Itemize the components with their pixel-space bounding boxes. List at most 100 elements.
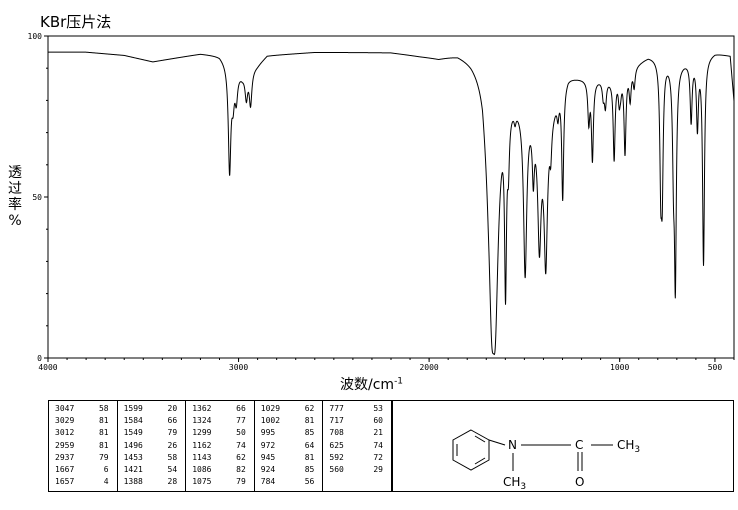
peak-table-row: 592 72 (323, 452, 391, 464)
peak-wavenumber: 3047 (55, 404, 75, 413)
peak-table-row: 1143 62 (186, 452, 254, 464)
peak-wavenumber: 1362 (192, 404, 212, 413)
peak-wavenumber: 1075 (192, 477, 212, 487)
peak-transmittance: 29 (373, 465, 383, 475)
peak-table-column: 1599 20 1584 66 1549 79 1496 26 1453 58 1421 54 1388… (118, 401, 187, 491)
peak-transmittance: 50 (236, 428, 246, 438)
x-tick-label: 2000 (419, 363, 438, 372)
peak-wavenumber: 1667 (55, 465, 75, 475)
peak-transmittance: 81 (304, 452, 315, 462)
peak-wavenumber: 1657 (55, 477, 75, 487)
atom-ch3-bottom: CH3 (503, 475, 526, 491)
peak-table-row: 1496 26 (118, 440, 186, 452)
peak-transmittance: 6 (103, 465, 109, 475)
peak-table-row: 1362 66 (186, 403, 254, 415)
peak-table-row: 784 56 (255, 476, 323, 488)
x-tick-label: 1000 (610, 363, 629, 372)
peak-transmittance: 66 (236, 404, 246, 413)
peak-table-row: 2937 79 (49, 452, 117, 464)
peak-table-row: 945 81 (255, 452, 323, 464)
atom-ch3-right: CH3 (617, 438, 640, 455)
peak-transmittance: 20 (167, 404, 178, 413)
peak-transmittance: 72 (373, 452, 383, 462)
atom-o: O (575, 475, 584, 489)
peak-table-row: 1453 58 (118, 452, 186, 464)
peak-wavenumber: 1549 (123, 428, 143, 438)
peak-wavenumber: 924 (260, 465, 276, 475)
peak-transmittance: 79 (98, 452, 109, 462)
peak-table-column: 1362 66 1324 77 1299 50 1162 74 1143 62 1086 82 1075… (186, 401, 255, 491)
y-tick-label: 100 (28, 32, 43, 41)
peak-table-row: 1002 81 (255, 415, 323, 427)
x-tick-label: 3000 (229, 363, 248, 372)
y-axis-title-char: 过 (8, 181, 22, 197)
peak-transmittance: 62 (236, 452, 246, 462)
y-tick-label: 0 (37, 354, 42, 363)
spectrum-line (48, 51, 735, 356)
y-axis-title-char: 率 (8, 197, 22, 213)
x-tick-label: 500 (708, 363, 723, 372)
peak-table-row: 1599 20 (118, 403, 186, 415)
peak-wavenumber: 2937 (55, 452, 75, 462)
structure-diagram: N C CH3 CH3 O (452, 429, 640, 492)
y-axis-title: 透 过 率 % (4, 165, 26, 229)
peak-wavenumber: 972 (260, 440, 276, 450)
structure-box: N C CH3 CH3 O (392, 400, 734, 492)
peak-transmittance: 81 (304, 416, 315, 426)
peak-transmittance: 81 (98, 428, 109, 438)
peak-transmittance: 85 (304, 465, 315, 475)
peak-wavenumber: 717 (329, 416, 344, 426)
peak-transmittance: 58 (167, 452, 178, 462)
peak-table-column: 1029 62 1002 81 995 85 972 64 945 81 924 85 784 56 (255, 401, 324, 491)
y-axis-title-char: 透 (8, 165, 22, 181)
peak-wavenumber: 1299 (192, 428, 212, 438)
peak-wavenumber: 1086 (192, 465, 212, 475)
peak-wavenumber: 625 (329, 440, 344, 450)
peak-transmittance: 21 (373, 428, 383, 438)
peak-table-column: 3047 58 3029 81 3012 81 2959 81 2937 79 1667 6 1657 4 (49, 401, 118, 491)
peak-transmittance: 66 (167, 416, 178, 426)
peak-wavenumber: 1496 (123, 440, 143, 450)
peak-wavenumber: 1029 (260, 404, 281, 413)
x-axis-title-text: 波数/cm (340, 377, 395, 393)
peak-wavenumber: 1002 (260, 416, 281, 426)
y-tick-label: 50 (32, 193, 42, 202)
peak-wavenumber: 1162 (192, 440, 212, 450)
peak-table-row: 1584 66 (118, 415, 186, 427)
peak-table-row: 972 64 (255, 440, 323, 452)
ir-spectrum-chart: 4000 3000 2000 1000 500 0 50 100 (28, 32, 735, 372)
peak-table-row: 1029 62 (255, 403, 323, 415)
page-title: KBr压片法 (40, 13, 112, 31)
peak-table-row: 1075 79 (186, 476, 254, 488)
peak-table-row: 625 74 (323, 440, 391, 452)
peak-transmittance: 79 (167, 428, 178, 438)
peak-table: 3047 58 3029 81 3012 81 2959 81 2937 79 1667 6 1657 4… (48, 400, 392, 492)
peak-table-row: 560 29 (323, 464, 391, 476)
plot-frame (47, 35, 735, 359)
axis-tick-labels: 4000 3000 2000 1000 500 0 50 100 (28, 32, 723, 372)
peak-table-column: 777 53 717 60 708 21 625 74 592 72 560 29 (323, 401, 392, 491)
x-tick-label: 4000 (38, 363, 57, 372)
peak-table-row: 1086 82 (186, 464, 254, 476)
y-axis-unit: % (8, 213, 22, 229)
peak-transmittance: 74 (373, 440, 383, 450)
bond-ring-n (488, 439, 506, 446)
peak-transmittance: 79 (236, 477, 246, 487)
peak-wavenumber: 592 (329, 452, 344, 462)
peak-wavenumber: 1421 (123, 465, 143, 475)
peak-transmittance: 4 (103, 477, 109, 487)
peak-transmittance: 53 (373, 404, 383, 413)
peak-wavenumber: 1324 (192, 416, 212, 426)
peak-transmittance: 54 (167, 465, 178, 475)
axis-ticks (44, 35, 735, 362)
peak-wavenumber: 1584 (123, 416, 143, 426)
peak-wavenumber: 784 (260, 477, 276, 487)
peak-table-row: 1299 50 (186, 427, 254, 439)
peak-table-row: 1657 4 (49, 476, 117, 488)
peak-wavenumber: 2959 (55, 440, 75, 450)
peak-wavenumber: 1453 (123, 452, 143, 462)
benzene-ring (452, 429, 490, 471)
peak-table-row: 2959 81 (49, 440, 117, 452)
peak-table-row: 1388 28 (118, 476, 186, 488)
x-axis-title-sup: -1 (394, 376, 404, 387)
